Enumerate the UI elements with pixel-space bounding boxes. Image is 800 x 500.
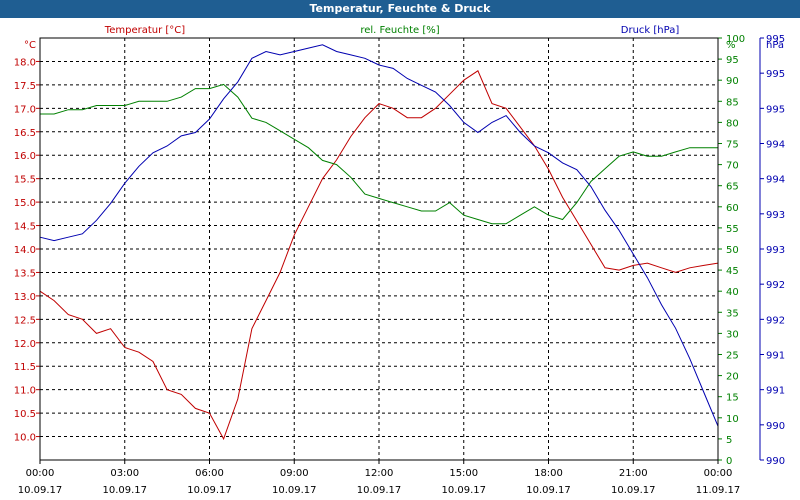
chart-title-bar: Temperatur, Feuchte & Druck — [0, 0, 800, 18]
temperature-tick-label: 13.0 — [14, 292, 36, 303]
humidity-tick-label: 95 — [726, 55, 739, 66]
pressure-tick-label: 992 — [766, 280, 785, 291]
pressure-tick-label: 995 — [766, 69, 785, 80]
pressure-series-line — [39, 44, 719, 427]
x-tick-label-time: 00:00 — [704, 468, 733, 479]
pressure-tick-label: 990 — [766, 456, 785, 467]
humidity-tick-label: 100 — [726, 34, 745, 45]
temperature-unit-label: °C — [24, 40, 36, 51]
pressure-tick-label: 994 — [766, 175, 785, 186]
humidity-tick-label: 70 — [726, 161, 739, 172]
humidity-tick-label: 80 — [726, 118, 739, 129]
humidity-tick-label: 85 — [726, 97, 739, 108]
plot-area-frame — [39, 37, 719, 461]
x-tick-label-date: 10.09.17 — [18, 485, 63, 496]
temperature-tick-label: 18.0 — [14, 57, 36, 68]
x-tick-label-time: 06:00 — [195, 468, 224, 479]
pressure-tick-label: 995 — [766, 34, 785, 45]
legend-humidity: rel. Feuchte [%] — [360, 25, 439, 36]
x-tick-label-date: 10.09.17 — [357, 485, 402, 496]
humidity-unit-label: % — [726, 40, 736, 51]
x-tick-label-time: 18:00 — [534, 468, 563, 479]
pressure-tick-label: 991 — [766, 386, 785, 397]
pressure-tick-label: 993 — [766, 245, 785, 256]
pressure-tick-label: 995 — [766, 104, 785, 115]
humidity-tick-label: 50 — [726, 245, 739, 256]
humidity-tick-label: 0 — [726, 456, 732, 467]
legend-pressure: Druck [hPa] — [621, 25, 680, 36]
x-tick-label-date: 10.09.17 — [526, 485, 571, 496]
x-tick-label-time: 12:00 — [365, 468, 394, 479]
humidity-tick-label: 10 — [726, 414, 739, 425]
humidity-tick-label: 60 — [726, 203, 739, 214]
legend-temperature: Temperatur [°C] — [104, 25, 185, 36]
temperature-tick-label: 12.0 — [14, 339, 36, 350]
x-tick-label-date: 10.09.17 — [611, 485, 656, 496]
temperature-tick-label: 13.5 — [14, 268, 36, 279]
humidity-tick-label: 35 — [726, 308, 739, 319]
pressure-tick-label: 994 — [766, 140, 785, 151]
chart-title: Temperatur, Feuchte & Druck — [309, 2, 491, 15]
x-tick-label-time: 15:00 — [449, 468, 478, 479]
pressure-tick-label: 993 — [766, 210, 785, 221]
temperature-series-line — [39, 70, 719, 441]
temperature-tick-label: 11.5 — [14, 362, 36, 373]
temperature-tick-label: 11.0 — [14, 386, 36, 397]
x-tick-label-date: 10.09.17 — [187, 485, 232, 496]
x-tick-label-date: 10.09.17 — [441, 485, 486, 496]
pressure-tick-label: 990 — [766, 421, 785, 432]
humidity-tick-label: 25 — [726, 351, 739, 362]
x-tick-label-date: 10.09.17 — [272, 485, 317, 496]
pressure-tick-label: 991 — [766, 351, 785, 362]
temperature-tick-label: 14.0 — [14, 245, 36, 256]
temperature-tick-label: 14.5 — [14, 222, 36, 233]
humidity-tick-label: 90 — [726, 76, 739, 87]
humidity-tick-label: 30 — [726, 329, 739, 340]
pressure-tick-label: 992 — [766, 315, 785, 326]
temperature-tick-label: 17.5 — [14, 81, 36, 92]
pressure-unit-label: hPa — [766, 40, 784, 51]
temperature-tick-label: 16.5 — [14, 128, 36, 139]
humidity-tick-label: 75 — [726, 140, 739, 151]
humidity-tick-label: 40 — [726, 287, 739, 298]
x-tick-label-time: 21:00 — [619, 468, 648, 479]
humidity-series-line — [40, 83, 718, 225]
humidity-tick-label: 5 — [726, 435, 732, 446]
temperature-tick-label: 15.5 — [14, 175, 36, 186]
humidity-tick-label: 65 — [726, 182, 739, 193]
x-tick-label-time: 09:00 — [280, 468, 309, 479]
humidity-tick-label: 15 — [726, 393, 739, 404]
temperature-tick-label: 17.0 — [14, 104, 36, 115]
humidity-tick-label: 45 — [726, 266, 739, 277]
x-tick-label-time: 00:00 — [26, 468, 55, 479]
x-tick-label-time: 03:00 — [110, 468, 139, 479]
humidity-tick-label: 20 — [726, 372, 739, 383]
x-tick-label-date: 10.09.17 — [102, 485, 147, 496]
humidity-tick-label: 55 — [726, 224, 739, 235]
temperature-tick-label: 10.0 — [14, 433, 36, 444]
temperature-tick-label: 10.5 — [14, 409, 36, 420]
temperature-tick-label: 16.0 — [14, 151, 36, 162]
temperature-tick-label: 15.0 — [14, 198, 36, 209]
temperature-tick-label: 12.5 — [14, 315, 36, 326]
x-tick-label-date: 11.09.17 — [696, 485, 741, 496]
